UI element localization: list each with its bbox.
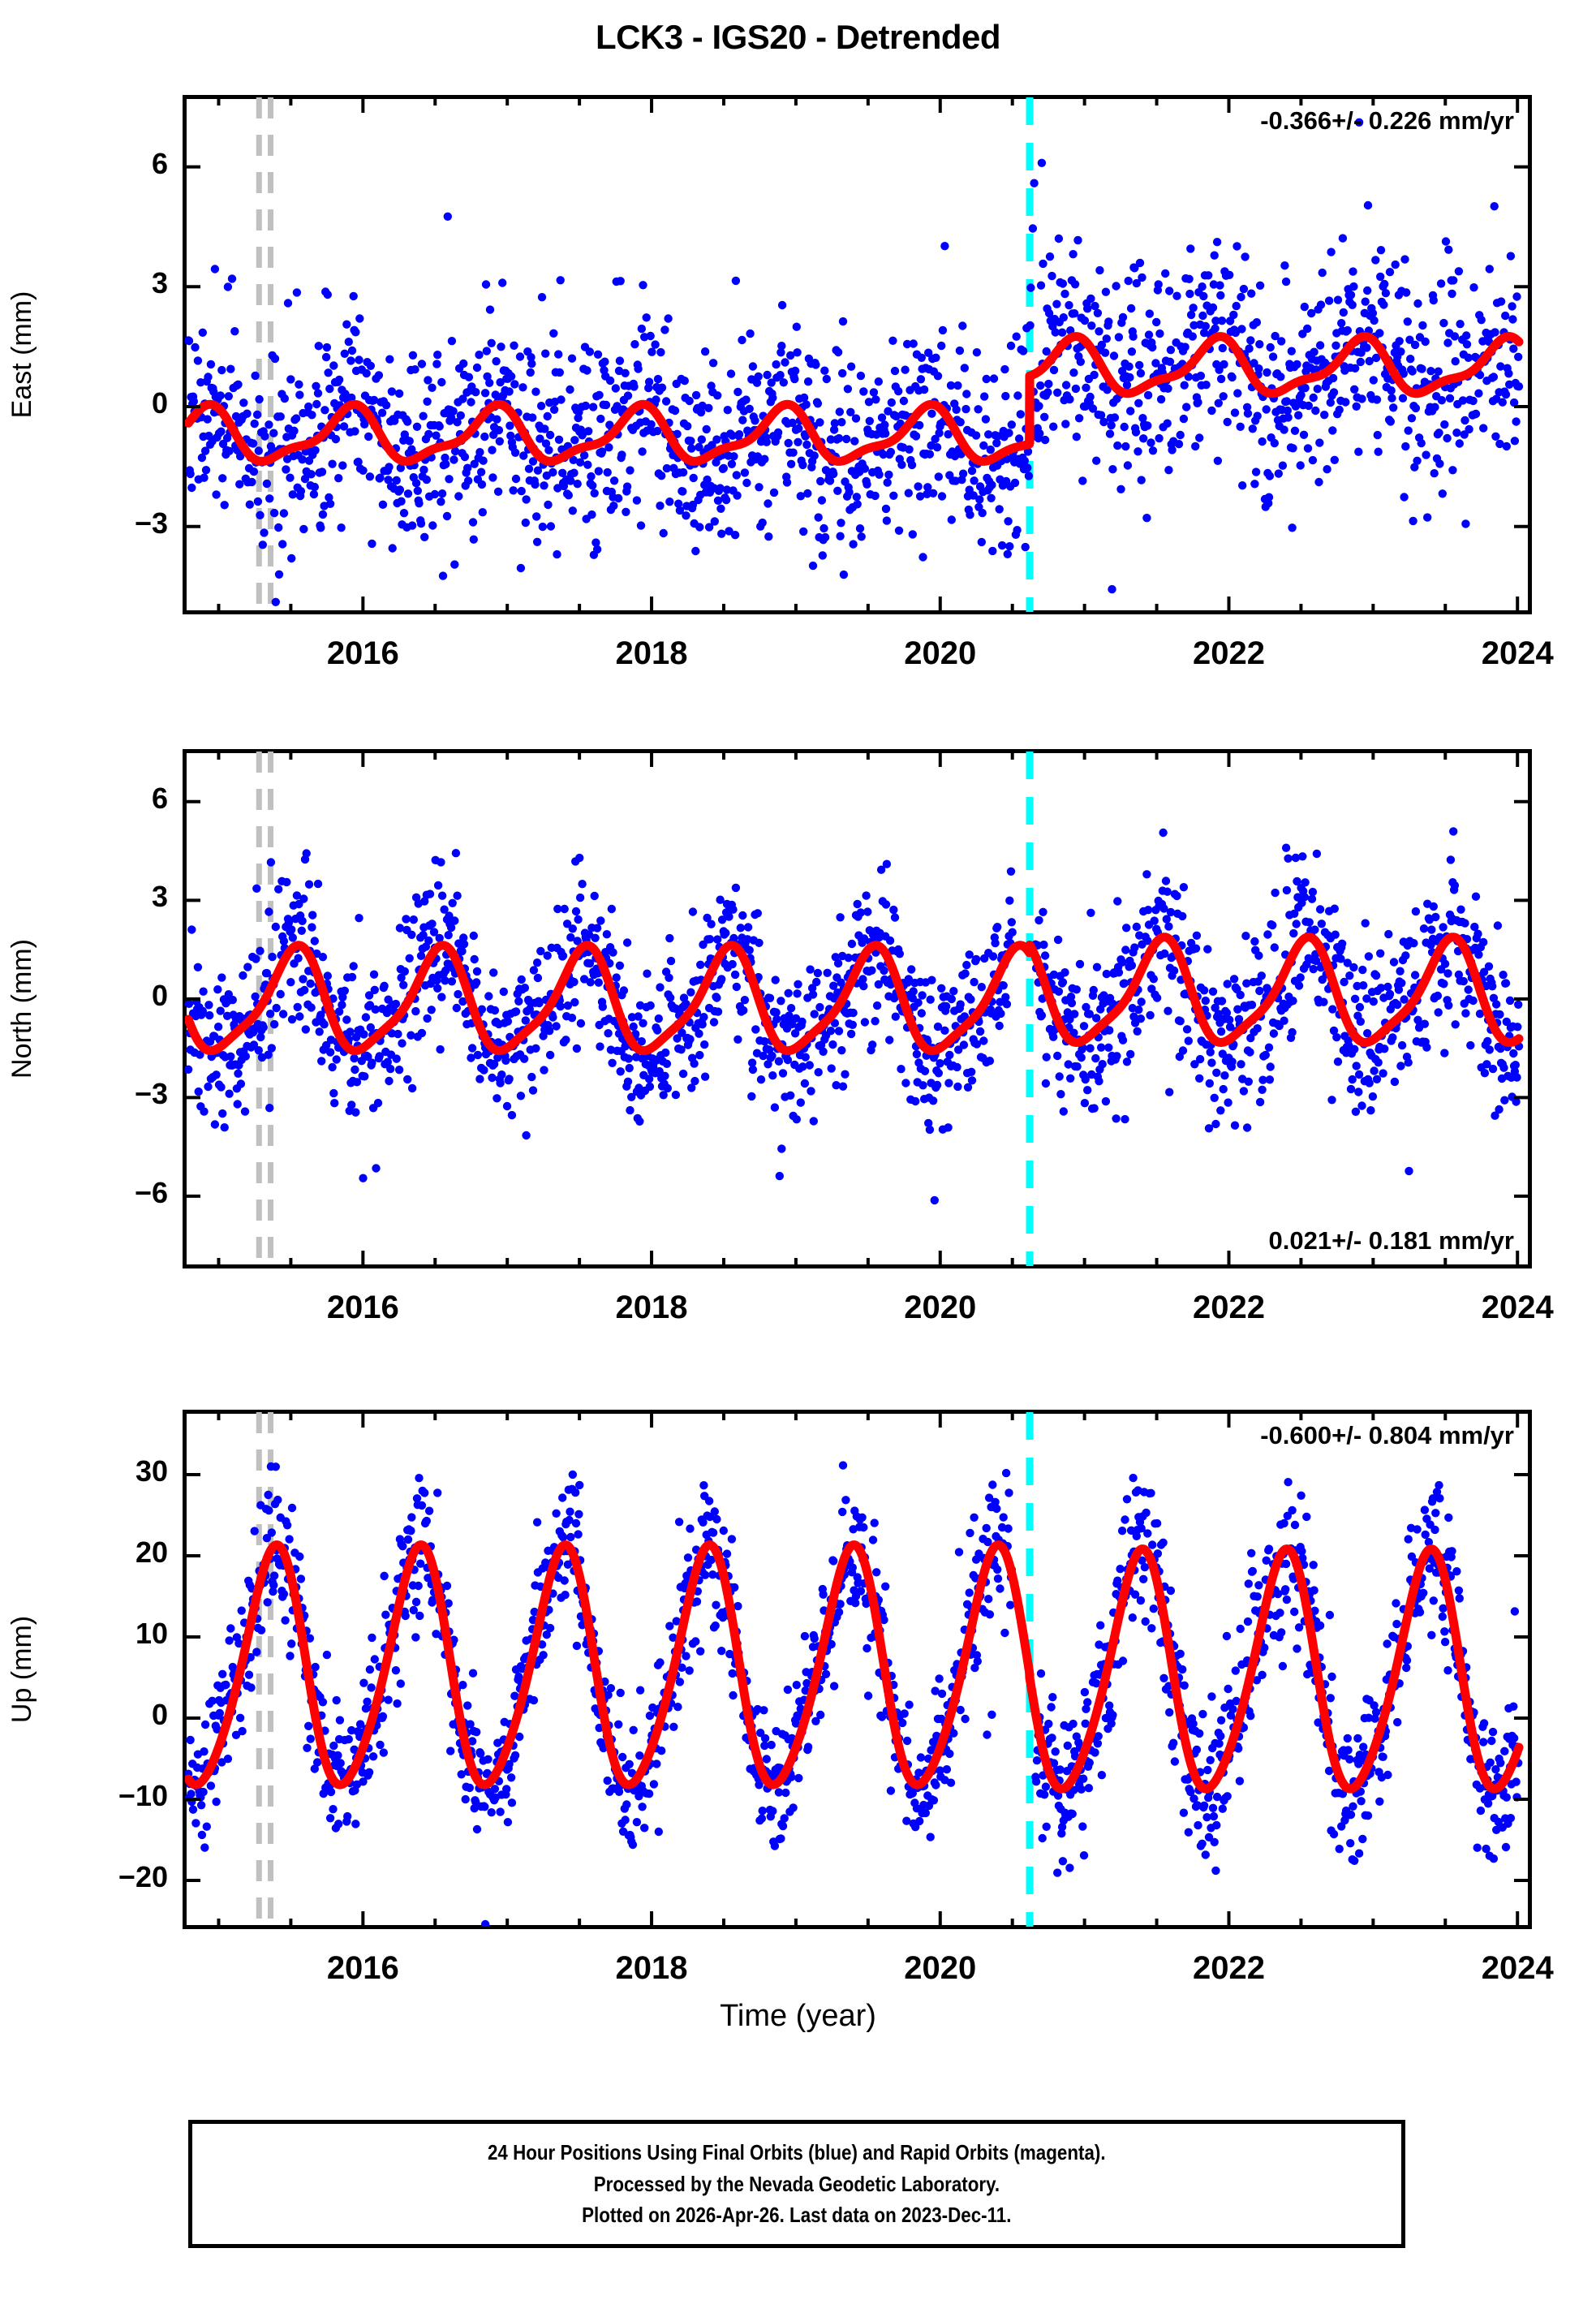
x-tick-label-north-2018: 2018 bbox=[615, 1290, 688, 1325]
y-tick-label-up-10: 10 bbox=[135, 1617, 168, 1650]
caption-line-1: 24 Hour Positions Using Final Orbits (bl… bbox=[488, 2140, 1106, 2165]
y-tick-label-east-3: 3 bbox=[151, 266, 168, 300]
rate-annotation-east: -0.366+/- 0.226 mm/yr bbox=[1260, 106, 1514, 135]
x-axis-label: Time (year) bbox=[720, 1999, 876, 2033]
x-tick-label-up-2018: 2018 bbox=[615, 1950, 688, 1986]
model-curve-up-segment-2 bbox=[1025, 1544, 1524, 1794]
rate-annotation-north: 0.021+/- 0.181 mm/yr bbox=[1268, 1226, 1514, 1255]
x-tick-label-east-2016: 2016 bbox=[326, 635, 399, 671]
y-axis-label-up: Up (mm) bbox=[6, 1615, 37, 1724]
y-tick-label-up-30: 30 bbox=[135, 1454, 168, 1488]
caption-line-3: Plotted on 2026-Apr-26. Last data on 202… bbox=[582, 2203, 1012, 2228]
y-tick-label-north-0: 0 bbox=[151, 978, 168, 1012]
y-tick-label-up--10: −10 bbox=[118, 1779, 168, 1812]
plot-frame-up bbox=[183, 1410, 1532, 1929]
x-tick-label-up-2022: 2022 bbox=[1192, 1950, 1265, 1986]
rate-annotation-up: -0.600+/- 0.804 mm/yr bbox=[1260, 1421, 1514, 1449]
model-curve-up-segment-1 bbox=[185, 1540, 1035, 1790]
y-tick-label-north-3: 3 bbox=[151, 880, 168, 914]
figure-title: LCK3 - IGS20 - Detrended bbox=[595, 18, 1001, 56]
y-tick-label-up-20: 20 bbox=[135, 1535, 168, 1569]
model-curve-north-segment-1 bbox=[185, 941, 1035, 1056]
x-tick-label-north-2022: 2022 bbox=[1192, 1290, 1265, 1325]
y-tick-label-north-6: 6 bbox=[151, 781, 168, 815]
x-tick-label-up-2024: 2024 bbox=[1481, 1950, 1554, 1986]
data-points-east bbox=[185, 118, 1524, 606]
model-curve-north-segment-2 bbox=[1025, 932, 1524, 1047]
y-tick-label-north--6: −6 bbox=[134, 1175, 168, 1209]
x-tick-label-north-2020: 2020 bbox=[904, 1290, 977, 1325]
x-tick-label-east-2018: 2018 bbox=[615, 635, 688, 671]
x-tick-label-up-2020: 2020 bbox=[904, 1950, 977, 1986]
y-tick-label-east-0: 0 bbox=[151, 386, 168, 420]
y-tick-label-east--3: −3 bbox=[134, 506, 168, 540]
x-tick-label-north-2016: 2016 bbox=[326, 1290, 399, 1325]
y-tick-label-up-0: 0 bbox=[151, 1698, 168, 1731]
model-curve-east-segment-1 bbox=[185, 371, 1035, 466]
y-tick-label-north--3: −3 bbox=[134, 1077, 168, 1111]
x-tick-label-north-2024: 2024 bbox=[1481, 1290, 1554, 1325]
data-points-north bbox=[185, 827, 1524, 1205]
x-tick-label-east-2024: 2024 bbox=[1481, 635, 1554, 671]
y-tick-label-east-6: 6 bbox=[151, 146, 168, 180]
caption-line-2: Processed by the Nevada Geodetic Laborat… bbox=[593, 2171, 1000, 2196]
x-tick-label-east-2020: 2020 bbox=[904, 635, 977, 671]
model-curve-east-segment-2 bbox=[1025, 332, 1524, 398]
x-tick-label-east-2022: 2022 bbox=[1192, 635, 1265, 671]
y-tick-label-up--20: −20 bbox=[118, 1860, 168, 1893]
x-tick-label-up-2016: 2016 bbox=[326, 1950, 399, 1986]
figure-caption-box: 24 Hour Positions Using Final Orbits (bl… bbox=[188, 2120, 1405, 2248]
